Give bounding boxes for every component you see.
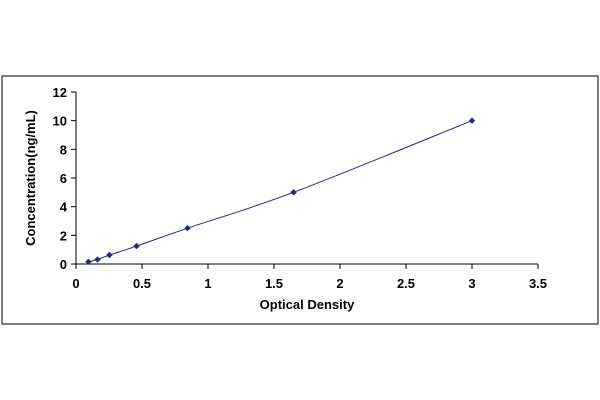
x-tick-label: 0.5 <box>133 276 151 291</box>
y-tick-label: 2 <box>60 228 67 243</box>
x-tick-label: 0 <box>72 276 79 291</box>
y-axis-title: Concentration(ng/mL) <box>23 110 38 246</box>
x-tick-label: 2.5 <box>397 276 415 291</box>
data-point-diamond <box>468 117 476 124</box>
x-tick-label: 1 <box>204 276 211 291</box>
x-tick-label: 1.5 <box>265 276 283 291</box>
y-tick-label: 6 <box>60 171 67 186</box>
data-point-diamond <box>290 189 297 196</box>
y-tick-label: 4 <box>60 200 68 215</box>
data-point-diamond <box>184 224 191 232</box>
data-point-diamond <box>133 242 140 250</box>
data-points <box>85 117 476 265</box>
x-ticks: 0 0.5 1 1.5 2 2.5 3 3.5 <box>72 264 547 291</box>
y-tick-label: 12 <box>53 85 67 100</box>
y-ticks: 0 2 4 6 8 10 12 <box>53 85 76 272</box>
x-tick-label: 2 <box>336 276 343 291</box>
chart-border <box>1 75 599 325</box>
data-point-diamond <box>106 251 113 259</box>
x-axis-title: Optical Density <box>260 297 355 312</box>
data-point-diamond <box>94 256 101 263</box>
y-tick-label: 8 <box>60 142 67 157</box>
y-tick-label: 10 <box>53 114 67 129</box>
data-point-diamond <box>85 258 92 265</box>
x-tick-label: 3 <box>468 276 475 291</box>
x-tick-label: 3.5 <box>529 276 547 291</box>
y-tick-label: 0 <box>60 257 67 272</box>
